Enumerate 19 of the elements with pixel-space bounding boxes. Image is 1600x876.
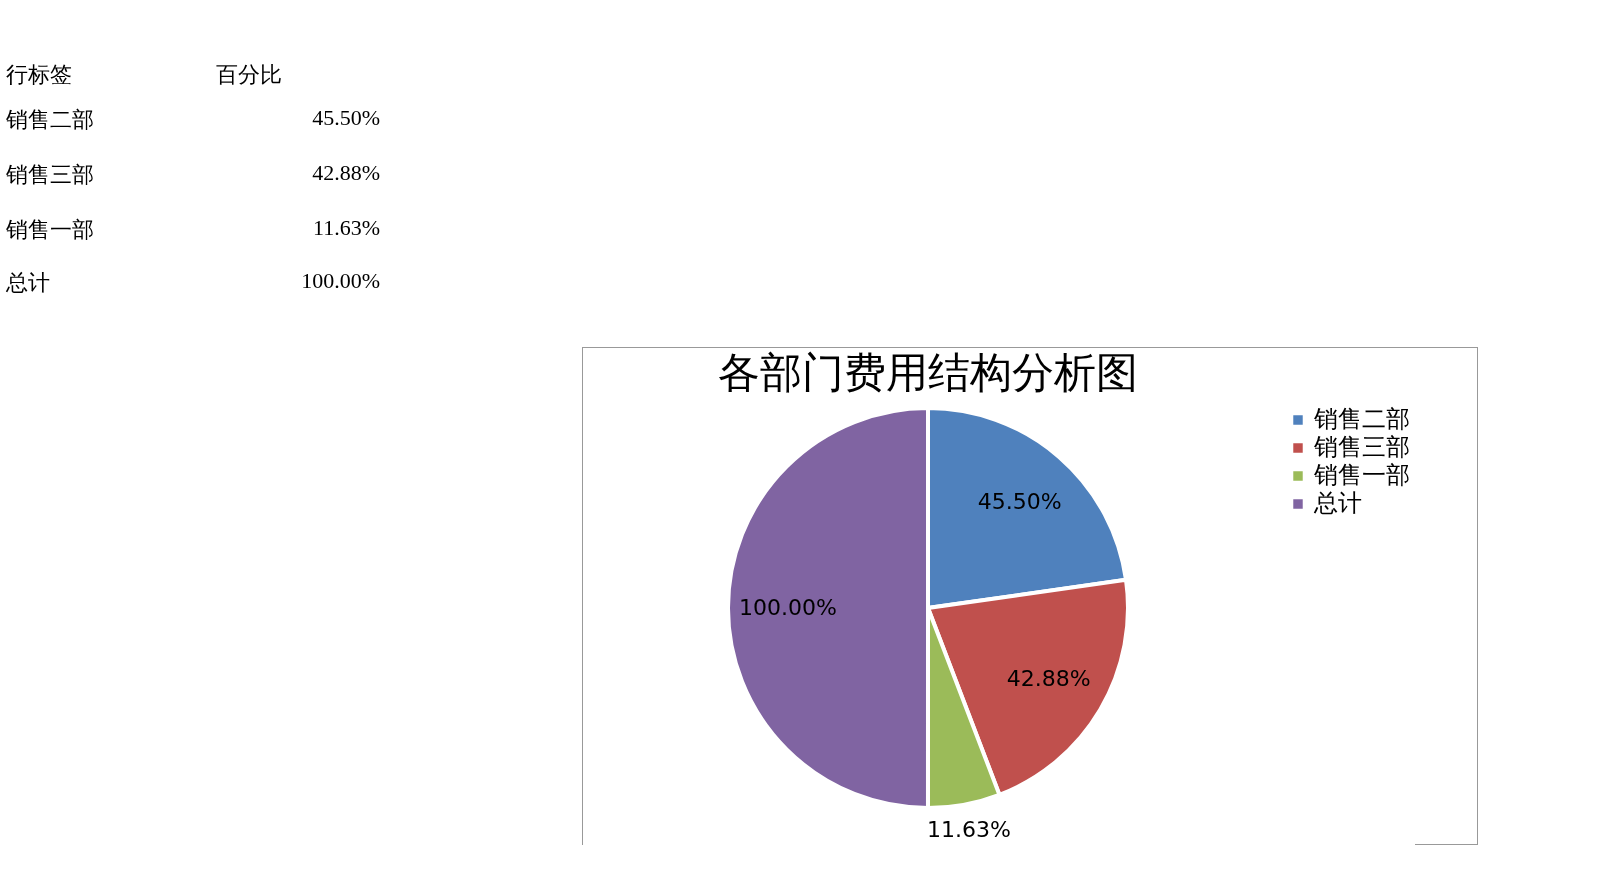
data-label: 42.88% bbox=[1006, 666, 1091, 692]
text: 销售三部 bbox=[6, 161, 94, 189]
data-label: 100.00% bbox=[739, 594, 837, 620]
legend-label: 销售二部 bbox=[1313, 405, 1410, 433]
chart-title: 各部门费用结构分析图 bbox=[718, 348, 1138, 397]
text: 百分比 bbox=[216, 61, 282, 89]
text: 11.63% bbox=[312, 215, 380, 241]
data-label: 45.50% bbox=[977, 489, 1062, 515]
legend-label: 销售三部 bbox=[1313, 433, 1410, 461]
text: 销售二部 bbox=[6, 106, 94, 134]
text: 100.00% bbox=[301, 268, 380, 294]
legend-label: 销售一部 bbox=[1313, 461, 1410, 489]
text: 总计 bbox=[6, 269, 50, 297]
text: 销售一部 bbox=[6, 216, 94, 244]
text: 行标签 bbox=[6, 61, 72, 89]
text: 45.50% bbox=[312, 105, 380, 131]
text: 42.88% bbox=[312, 160, 380, 186]
data-label: 11.63% bbox=[927, 817, 1011, 843]
legend-label: 总计 bbox=[1313, 489, 1362, 517]
